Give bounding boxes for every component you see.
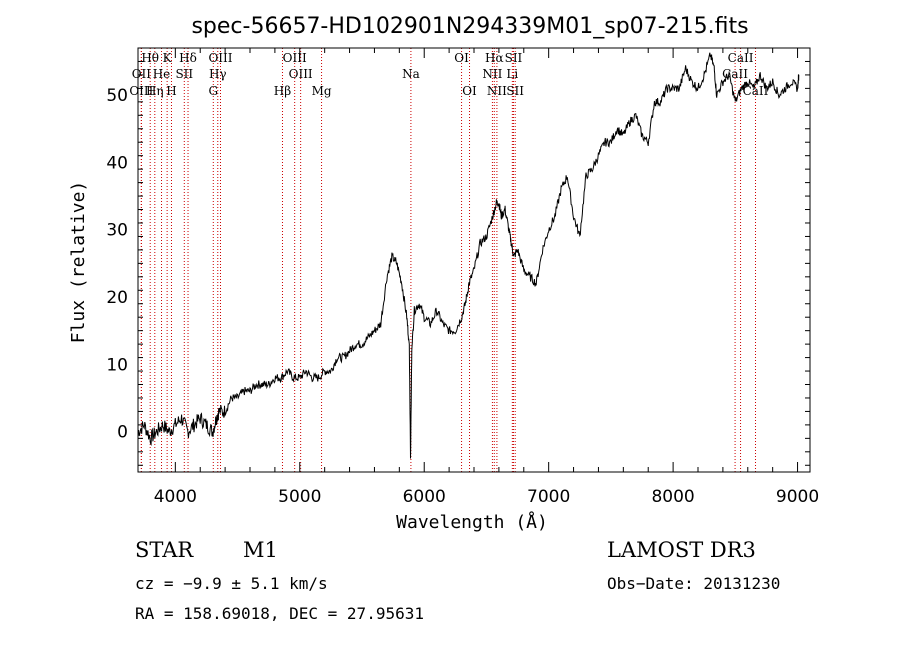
y-tick-label: 20 — [106, 288, 128, 308]
emission-line-label: OIII — [208, 51, 232, 65]
x-tick-label: 9000 — [776, 487, 819, 507]
survey-name: LAMOST DR3 — [607, 538, 756, 562]
emission-line-label: OI — [454, 51, 469, 65]
emission-line-label: K — [163, 51, 173, 65]
object-subclass: M1 — [243, 538, 278, 562]
emission-line-label: NII — [487, 84, 507, 98]
y-axis-ticks: 0 10 20 30 40 50 — [106, 60, 810, 466]
observation-date: Obs−Date: 20131230 — [607, 574, 781, 593]
y-tick-label: 50 — [106, 86, 128, 106]
emission-line-label: Hα — [485, 51, 504, 65]
x-tick-label: 4000 — [154, 487, 197, 507]
x-axis-label: Wavelength (Å) — [396, 511, 548, 533]
y-tick-label: 30 — [106, 221, 128, 241]
emission-line-label: NII — [482, 67, 502, 81]
emission-line-label: SII — [505, 51, 523, 65]
emission-line-label: H — [166, 84, 176, 98]
redshift-velocity: cz = −9.9 ± 5.1 km/s — [135, 574, 328, 593]
emission-line-labels: Hθ OII OIII K He Hη SII H Hδ OIII Hγ G OIII OIII Hβ Mg N… — [129, 51, 768, 98]
emission-line-label: G — [208, 84, 218, 98]
emission-line-label: OI — [462, 84, 477, 98]
emission-line-label: Hδ — [179, 51, 197, 65]
object-class: STAR — [135, 538, 194, 562]
emission-line-label: Hβ — [274, 84, 291, 98]
emission-line-label: OIII — [129, 84, 153, 98]
emission-line-label: Hη — [146, 84, 164, 98]
emission-line-label: Hγ — [209, 67, 227, 81]
y-tick-label: 10 — [106, 355, 128, 375]
y-tick-label: 40 — [106, 153, 128, 173]
x-tick-label: 5000 — [278, 487, 321, 507]
x-tick-label: 7000 — [527, 487, 570, 507]
x-tick-label: 8000 — [651, 487, 694, 507]
x-axis-ticks: 4000 5000 6000 7000 8000 9000 — [154, 48, 819, 507]
spectrum-line — [137, 52, 800, 459]
emission-line-label: OII — [132, 67, 152, 81]
emission-line-label: SII — [175, 67, 193, 81]
emission-line-label: CaII — [743, 84, 769, 98]
chart-title: spec-56657-HD102901N294339M01_sp07-215.f… — [191, 14, 748, 39]
plot-frame — [137, 47, 811, 473]
y-axis-label: Flux (relative) — [68, 181, 89, 344]
emission-line-label: Na — [402, 67, 420, 81]
emission-line-markers — [140, 48, 756, 472]
emission-line-label: Li — [506, 67, 518, 81]
emission-line-label: OIII — [283, 51, 307, 65]
emission-line-label: He — [153, 67, 171, 81]
emission-line-label: CaII — [728, 51, 754, 65]
emission-line-label: SII — [506, 84, 524, 98]
spectrum-series — [137, 52, 800, 459]
ra-dec-coordinates: RA = 158.69018, DEC = 27.95631 — [135, 604, 424, 623]
x-tick-label: 6000 — [403, 487, 446, 507]
emission-line-label: Hθ — [141, 51, 159, 65]
emission-line-label: OIII — [289, 67, 313, 81]
emission-line-label: Mg — [312, 84, 332, 98]
y-tick-label: 0 — [117, 423, 128, 443]
